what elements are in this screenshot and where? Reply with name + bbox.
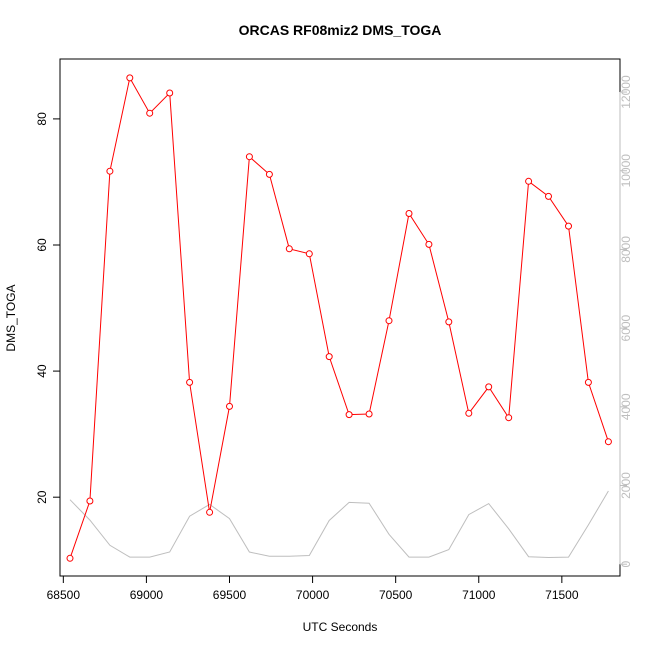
x-tick-label: 71500 [545, 588, 579, 602]
left-tick-label: 40 [35, 364, 49, 378]
data-point [525, 177, 533, 185]
data-point [186, 378, 194, 386]
left-tick-label: 80 [35, 112, 49, 126]
x-axis: 68500 69000 69500 70000 70500 71000 71500 [47, 575, 579, 602]
data-point [365, 410, 373, 418]
data-point [325, 353, 333, 361]
data-point [445, 318, 453, 326]
data-point [465, 409, 473, 417]
x-tick-label: 70500 [379, 588, 413, 602]
right-tick-label: 4000 [619, 393, 633, 420]
x-tick-label: 71000 [462, 588, 496, 602]
chart-title: ORCAS RF08miz2 DMS_TOGA [239, 22, 442, 38]
data-point [265, 170, 273, 178]
data-point [584, 378, 592, 386]
left-tick-label: 20 [35, 490, 49, 504]
data-point [604, 438, 612, 446]
dms-toga-series [66, 74, 612, 562]
right-tick-label: 10000 [619, 154, 633, 188]
right-tick-label: 8000 [619, 236, 633, 263]
data-point [126, 74, 134, 82]
data-point [305, 250, 313, 258]
x-axis-label: UTC Seconds [303, 620, 378, 634]
data-point [66, 554, 74, 562]
data-point [245, 153, 253, 161]
x-tick-label: 70000 [296, 588, 330, 602]
data-point [146, 109, 154, 117]
data-point [425, 240, 433, 248]
data-point [285, 245, 293, 253]
right-tick-label: 0 [619, 561, 633, 568]
right-tick-label: 12000 [619, 75, 633, 109]
x-tick-label: 69500 [213, 588, 247, 602]
right-y-axis: 0 2000 4000 6000 8000 10000 12000 [619, 75, 633, 567]
data-point [565, 222, 572, 230]
data-point [345, 411, 353, 419]
data-point [545, 192, 552, 200]
dms-toga-line [69, 76, 609, 559]
data-point [485, 383, 493, 391]
data-point [206, 508, 214, 516]
right-tick-label: 6000 [619, 314, 633, 341]
secondary-series [69, 490, 609, 559]
data-point [86, 497, 94, 505]
data-point [405, 210, 413, 217]
x-tick-label: 69000 [130, 588, 164, 602]
left-y-axis: 20 40 60 80 [35, 112, 61, 504]
data-point [166, 89, 174, 97]
data-point [385, 317, 393, 325]
right-tick-label: 2000 [619, 472, 633, 499]
left-tick-label: 60 [35, 238, 49, 252]
secondary-line [69, 490, 609, 559]
data-point [505, 414, 513, 422]
data-point [226, 402, 233, 410]
data-point [106, 167, 114, 175]
x-tick-label: 68500 [47, 588, 81, 602]
y-axis-label: DMS_TOGA [4, 284, 18, 351]
plot-frame [59, 58, 621, 577]
